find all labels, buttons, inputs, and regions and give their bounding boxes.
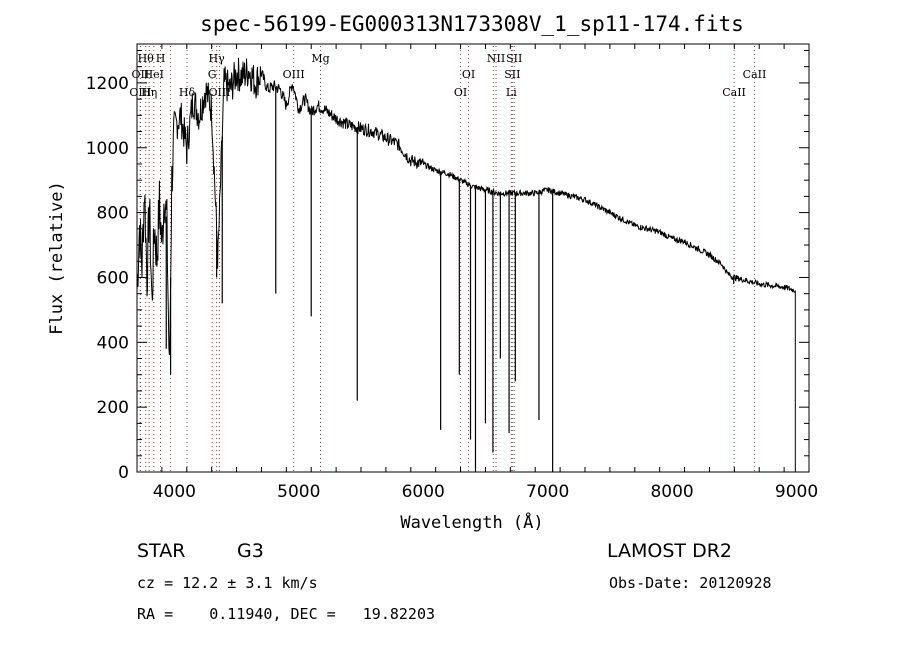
line-marker-label-20: CaII [722,86,746,99]
x-axis: 4000 5000 6000 7000 8000 9000 [136,44,818,502]
object-class: STAR [137,540,186,562]
x-axis-label: Wavelength (Å) [400,511,543,533]
line-marker-label-18: SII [504,68,520,81]
spectrum-line [136,57,796,356]
line-marker-label-8: G [208,68,217,81]
line-markers [139,46,755,472]
x-tick-label-8000: 8000 [650,482,693,502]
line-marker-label-4: HeI [144,68,164,81]
line-marker-label-9: Hγ [209,52,226,65]
x-tick-label-7000: 7000 [526,482,569,502]
chart-title: spec-56199-EG000313N173308V_1_sp11-174.f… [200,12,744,36]
y-tick-label-1200: 1200 [86,74,129,94]
line-marker-label-17: Li [506,86,517,99]
y-tick-label-200: 200 [97,398,129,418]
obs-date: Obs-Date: 20120928 [609,574,772,592]
line-marker-label-7: Hδ [179,86,196,99]
y-tick-label-1000: 1000 [86,139,129,159]
line-marker-label-0: OII [132,68,150,81]
line-marker-labels: OII OIII Hθ Hη HeI H Hδ G Hγ OIII OIII Mg OI OI NII Li S… [129,52,766,99]
line-marker-label-11: OIII [283,68,305,81]
plot-frame [136,43,810,473]
y-axis-label: Flux (relative) [47,181,67,335]
coordinates: RA = 0.11940, DEC = 19.82203 [137,605,436,623]
line-marker-label-21: CaII [743,68,767,81]
line-marker-label-16: NII [487,52,505,65]
line-marker-label-10: OIII [208,86,230,99]
subclass: G3 [237,540,264,562]
y-axis: 0 200 400 600 800 1000 1200 [86,49,809,483]
line-marker-label-14: OI [462,68,475,81]
line-marker-label-19: SII [506,52,522,65]
line-marker-label-2: Hθ [138,52,155,65]
x-tick-label-6000: 6000 [402,482,445,502]
line-marker-label-3: Hη [141,86,157,99]
line-marker-label-13: OI [454,86,467,99]
line-marker-label-12: Mg [311,52,329,65]
survey-name: LAMOST DR2 [607,540,732,562]
y-tick-label-400: 400 [97,333,129,353]
x-tick-label-4000: 4000 [153,482,196,502]
x-tick-label-5000: 5000 [277,482,320,502]
plot-area [136,57,796,472]
x-tick-label-9000: 9000 [775,482,818,502]
y-tick-label-800: 800 [97,204,129,224]
line-marker-label-5: H [156,52,166,65]
y-tick-label-0: 0 [118,463,129,483]
line-marker-label-1: OIII [129,86,151,99]
y-tick-label-600: 600 [97,268,129,288]
redshift-cz: cz = 12.2 ± 3.1 km/s [137,574,318,592]
